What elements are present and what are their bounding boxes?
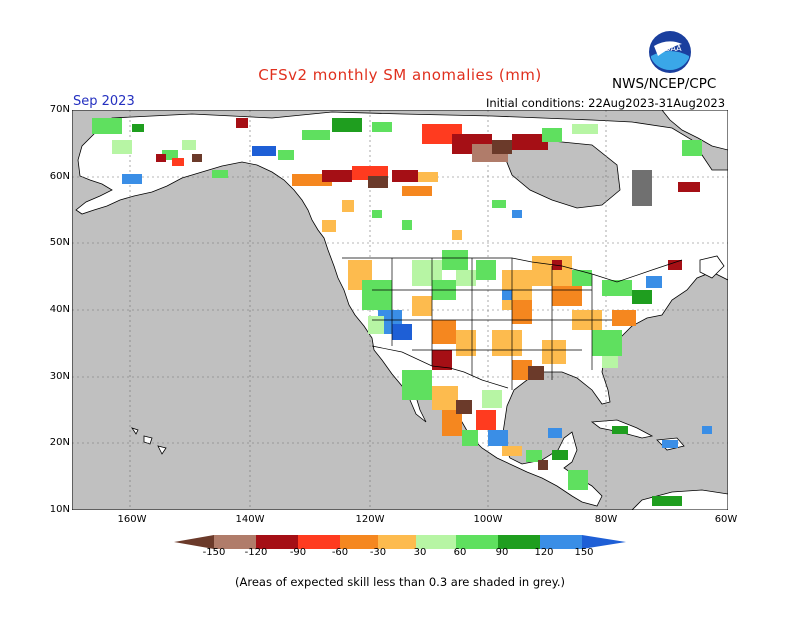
colorbar	[174, 535, 626, 549]
colorbar-label: -30	[369, 547, 387, 558]
colorbar-label: 120	[534, 547, 554, 558]
skill-footnote: (Areas of expected skill less than 0.3 a…	[235, 575, 565, 589]
colorbar-right-arrow	[582, 535, 626, 549]
lat-label-50n: 50N	[49, 237, 70, 248]
lon-label-140w: 140W	[235, 514, 265, 525]
north-america-landmass	[75, 111, 728, 507]
lon-label-60w: 60W	[714, 514, 738, 525]
lat-label-20n: 20N	[49, 437, 70, 448]
anomaly-cells	[92, 118, 712, 506]
colorbar-label: 60	[453, 547, 467, 558]
greenland-landmass	[661, 110, 728, 151]
colorbar-label: -60	[331, 547, 349, 558]
map-title: CFSv2 monthly SM anomalies (mm)	[258, 66, 542, 84]
lat-label-30n: 30N	[49, 371, 70, 382]
colorbar-label: -120	[244, 547, 268, 558]
hudson-bay	[501, 139, 621, 209]
colorbar-label: 150	[574, 547, 594, 558]
forecast-month: Sep 2023	[73, 94, 135, 109]
colorbar-label: 90	[495, 547, 509, 558]
colorbar-label: -150	[202, 547, 226, 558]
lat-label-40n: 40N	[49, 304, 70, 315]
lon-label-160w: 160W	[117, 514, 147, 525]
colorbar-label: -90	[289, 547, 307, 558]
lat-label-10n: 10N	[49, 504, 70, 515]
lon-label-80w: 80W	[594, 514, 618, 525]
newfoundland-landmass	[699, 255, 725, 279]
initial-conditions: Initial conditions: 22Aug2023-31Aug2023	[486, 96, 726, 110]
lon-label-120w: 120W	[355, 514, 385, 525]
logo-text: NOAA	[658, 44, 682, 53]
noaa-logo: NOAA	[649, 31, 691, 73]
sm-anomaly-map	[72, 110, 728, 510]
lon-label-100w: 100W	[473, 514, 503, 525]
political-borders	[342, 257, 683, 390]
colorbar-label: 30	[413, 547, 427, 558]
colorbar-left-arrow	[174, 535, 214, 549]
lat-label-60n: 60N	[49, 171, 70, 182]
agency-label: NWS/NCEP/CPC	[612, 76, 717, 92]
lat-label-70n: 70N	[49, 104, 70, 115]
hawaii-islands	[131, 427, 167, 455]
